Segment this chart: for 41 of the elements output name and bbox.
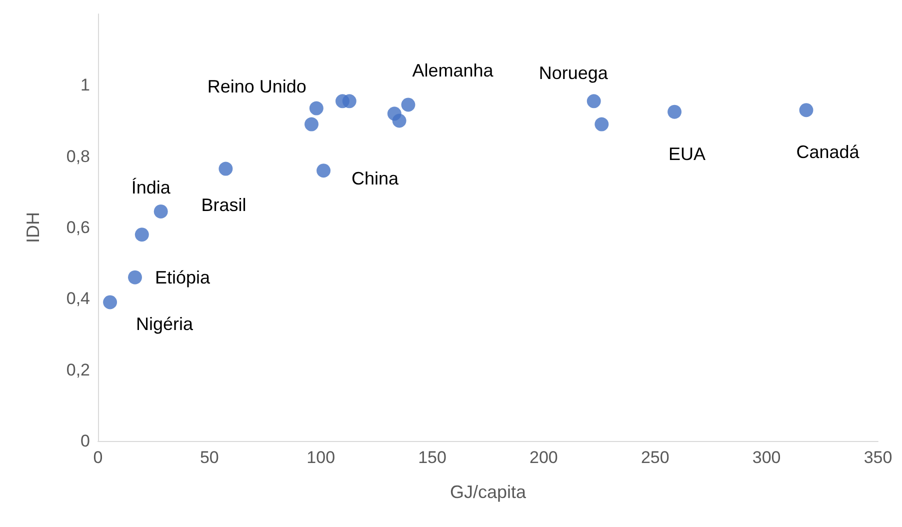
annotation: Etiópia xyxy=(154,267,212,288)
annotation: Nigéria xyxy=(136,314,194,334)
point xyxy=(218,162,233,176)
point xyxy=(392,114,406,128)
x-tick-label: 0 xyxy=(93,448,103,467)
point xyxy=(154,204,168,218)
y-tick-label: 0 xyxy=(80,432,90,450)
y-tick-label: 0,6 xyxy=(66,218,90,237)
x-axis-title: GJ/capita xyxy=(450,482,527,502)
point xyxy=(128,270,142,284)
x-tick-label: 100 xyxy=(306,448,336,467)
y-axis-title: IDH xyxy=(23,212,43,243)
annotation: Índia xyxy=(131,177,172,198)
x-tick-label: 200 xyxy=(530,448,558,467)
y-tick-label: 0,2 xyxy=(66,360,90,380)
y-tick-label: 1 xyxy=(80,76,90,95)
point xyxy=(309,101,324,116)
point xyxy=(799,103,814,118)
x-tick-label: 150 xyxy=(418,448,446,467)
x-tick-label: 250 xyxy=(640,448,670,467)
annotation: Reino Unido xyxy=(207,76,306,96)
point xyxy=(134,228,149,242)
annotation: EUA xyxy=(668,144,706,164)
annotation: Alemanha xyxy=(412,60,494,81)
x-tick-label: 350 xyxy=(864,448,892,467)
x-tick-label: 300 xyxy=(752,448,781,467)
point xyxy=(668,104,682,119)
y-tick-label: 0,4 xyxy=(66,289,90,308)
point xyxy=(586,94,601,108)
point xyxy=(401,98,416,112)
y-tick-label: 0,8 xyxy=(66,146,90,166)
point xyxy=(594,117,609,132)
annotation: China xyxy=(352,168,400,189)
point xyxy=(316,164,331,178)
point xyxy=(304,117,318,132)
point xyxy=(103,295,118,310)
point xyxy=(342,94,356,108)
annotation: Noruega xyxy=(538,63,609,84)
x-tick-label: 50 xyxy=(200,448,219,467)
annotation: Canadá xyxy=(796,142,860,162)
annotation: Brasil xyxy=(201,194,246,215)
